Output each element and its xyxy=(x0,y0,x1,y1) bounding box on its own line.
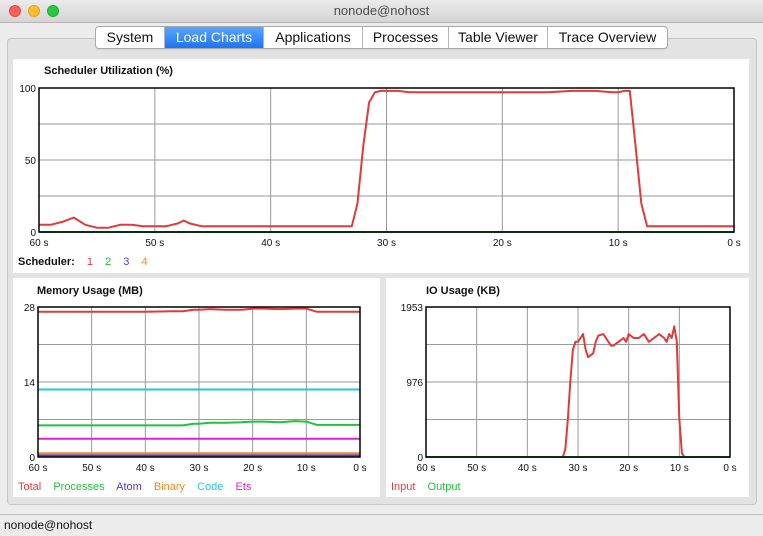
io-chart-title: IO Usage (KB) xyxy=(426,285,500,297)
scheduler-x-tick-label: 60 s xyxy=(30,238,49,249)
scheduler-y-tick-label: 100 xyxy=(19,84,36,95)
memory-x-tick-label: 50 s xyxy=(82,463,101,474)
scheduler-legend-label: Scheduler: xyxy=(18,256,75,268)
memory-series-processes xyxy=(38,420,360,427)
window-title: nonode@nohost xyxy=(333,3,430,18)
scheduler-y-tick-label: 0 xyxy=(30,228,36,239)
memory-legend-total: Total xyxy=(18,481,42,493)
tab-system[interactable]: System xyxy=(96,27,165,48)
scheduler-series-1 xyxy=(39,89,734,229)
io-y-tick-label: 1953 xyxy=(401,303,424,314)
io-y-tick-label: 976 xyxy=(406,378,423,389)
io-x-tick-label: 20 s xyxy=(619,463,638,474)
tab-applications[interactable]: Applications xyxy=(264,27,363,48)
scheduler-x-tick-label: 40 s xyxy=(261,238,280,249)
io-legend-input: Input xyxy=(391,481,416,493)
memory-legend-code: Code xyxy=(197,481,224,493)
io-x-tick-label: 50 s xyxy=(467,463,486,474)
minimize-window-button[interactable] xyxy=(28,5,40,17)
memory-x-tick-label: 20 s xyxy=(243,463,262,474)
io-usage-chart: 60 s 50 s 40 s 30 s 20 s 10 s 0 s 0 976 1953 xyxy=(401,303,737,474)
memory-legend-binary: Binary xyxy=(153,481,186,493)
memory-y-tick-label: 28 xyxy=(24,303,36,314)
memory-chart-panel: Memory Usage (MB) 60 s 50 s 40 s 30 s 20 s 10… xyxy=(13,278,380,497)
memory-series-total xyxy=(38,307,360,313)
io-x-tick-label: 60 s xyxy=(417,463,436,474)
status-text: nonode@nohost xyxy=(4,518,93,532)
scheduler-legend: Scheduler: 1 2 3 4 xyxy=(18,256,157,268)
scheduler-x-tick-label: 10 s xyxy=(609,238,628,249)
io-legend: Input Output xyxy=(391,481,470,493)
memory-legend: Total Processes Atom Binary Code Ets xyxy=(18,481,260,493)
close-window-button[interactable] xyxy=(9,5,21,17)
io-x-tick-label: 30 s xyxy=(569,463,588,474)
scheduler-plot-border xyxy=(38,87,735,233)
memory-chart-title: Memory Usage (MB) xyxy=(37,285,143,297)
memory-y-tick-label: 0 xyxy=(29,453,35,464)
io-chart-panel: IO Usage (KB) 60 s 50 s 40 s 30 s 20 s 10 s 0 … xyxy=(386,278,749,497)
memory-legend-ets: Ets xyxy=(235,481,252,493)
scheduler-legend-1: 1 xyxy=(86,256,94,268)
memory-x-tick-label: 10 s xyxy=(297,463,316,474)
io-x-tick-label: 40 s xyxy=(518,463,537,474)
io-y-tick-label: 0 xyxy=(417,453,423,464)
memory-legend-processes: Processes xyxy=(53,481,105,493)
scheduler-x-tick-label: 0 s xyxy=(727,238,740,249)
memory-legend-atom: Atom xyxy=(116,481,142,493)
status-bar: nonode@nohost xyxy=(0,514,763,536)
scheduler-x-tick-label: 50 s xyxy=(145,238,164,249)
scheduler-legend-2: 2 xyxy=(105,256,112,268)
scheduler-chart-panel: Scheduler Utilization (%) 60 s 50 s 40 s 30… xyxy=(13,59,749,273)
io-series-input xyxy=(426,325,730,458)
tab-table-viewer[interactable]: Table Viewer xyxy=(449,27,548,48)
io-plot-border xyxy=(425,306,731,458)
memory-y-tick-label: 14 xyxy=(24,378,36,389)
memory-x-tick-label: 40 s xyxy=(136,463,155,474)
tab-bar: System Load Charts Applications Processe… xyxy=(95,26,668,49)
memory-x-tick-label: 0 s xyxy=(353,463,366,474)
io-x-tick-label: 0 s xyxy=(723,463,736,474)
memory-usage-chart: 60 s 50 s 40 s 30 s 20 s 10 s 0 s 0 14 28 xyxy=(24,303,367,474)
io-legend-output: Output xyxy=(427,481,461,493)
scheduler-x-tick-label: 20 s xyxy=(493,238,512,249)
memory-plot-border xyxy=(37,306,361,458)
scheduler-chart-title: Scheduler Utilization (%) xyxy=(44,65,173,77)
scheduler-x-tick-label: 30 s xyxy=(377,238,396,249)
memory-x-tick-label: 30 s xyxy=(190,463,209,474)
io-x-tick-label: 10 s xyxy=(670,463,689,474)
scheduler-legend-4: 4 xyxy=(141,256,148,268)
scheduler-y-tick-label: 50 xyxy=(25,156,37,167)
scheduler-legend-3: 3 xyxy=(123,256,130,268)
scheduler-utilization-chart: 60 s 50 s 40 s 30 s 20 s 10 s 0 s 0 50 100 xyxy=(19,84,740,249)
memory-x-tick-label: 60 s xyxy=(29,463,48,474)
title-bar: nonode@nohost xyxy=(0,0,763,23)
tab-trace-overview[interactable]: Trace Overview xyxy=(558,29,657,45)
tab-load-charts[interactable]: Load Charts xyxy=(165,27,264,48)
zoom-window-button[interactable] xyxy=(47,5,59,17)
tab-processes[interactable]: Processes xyxy=(363,27,449,48)
